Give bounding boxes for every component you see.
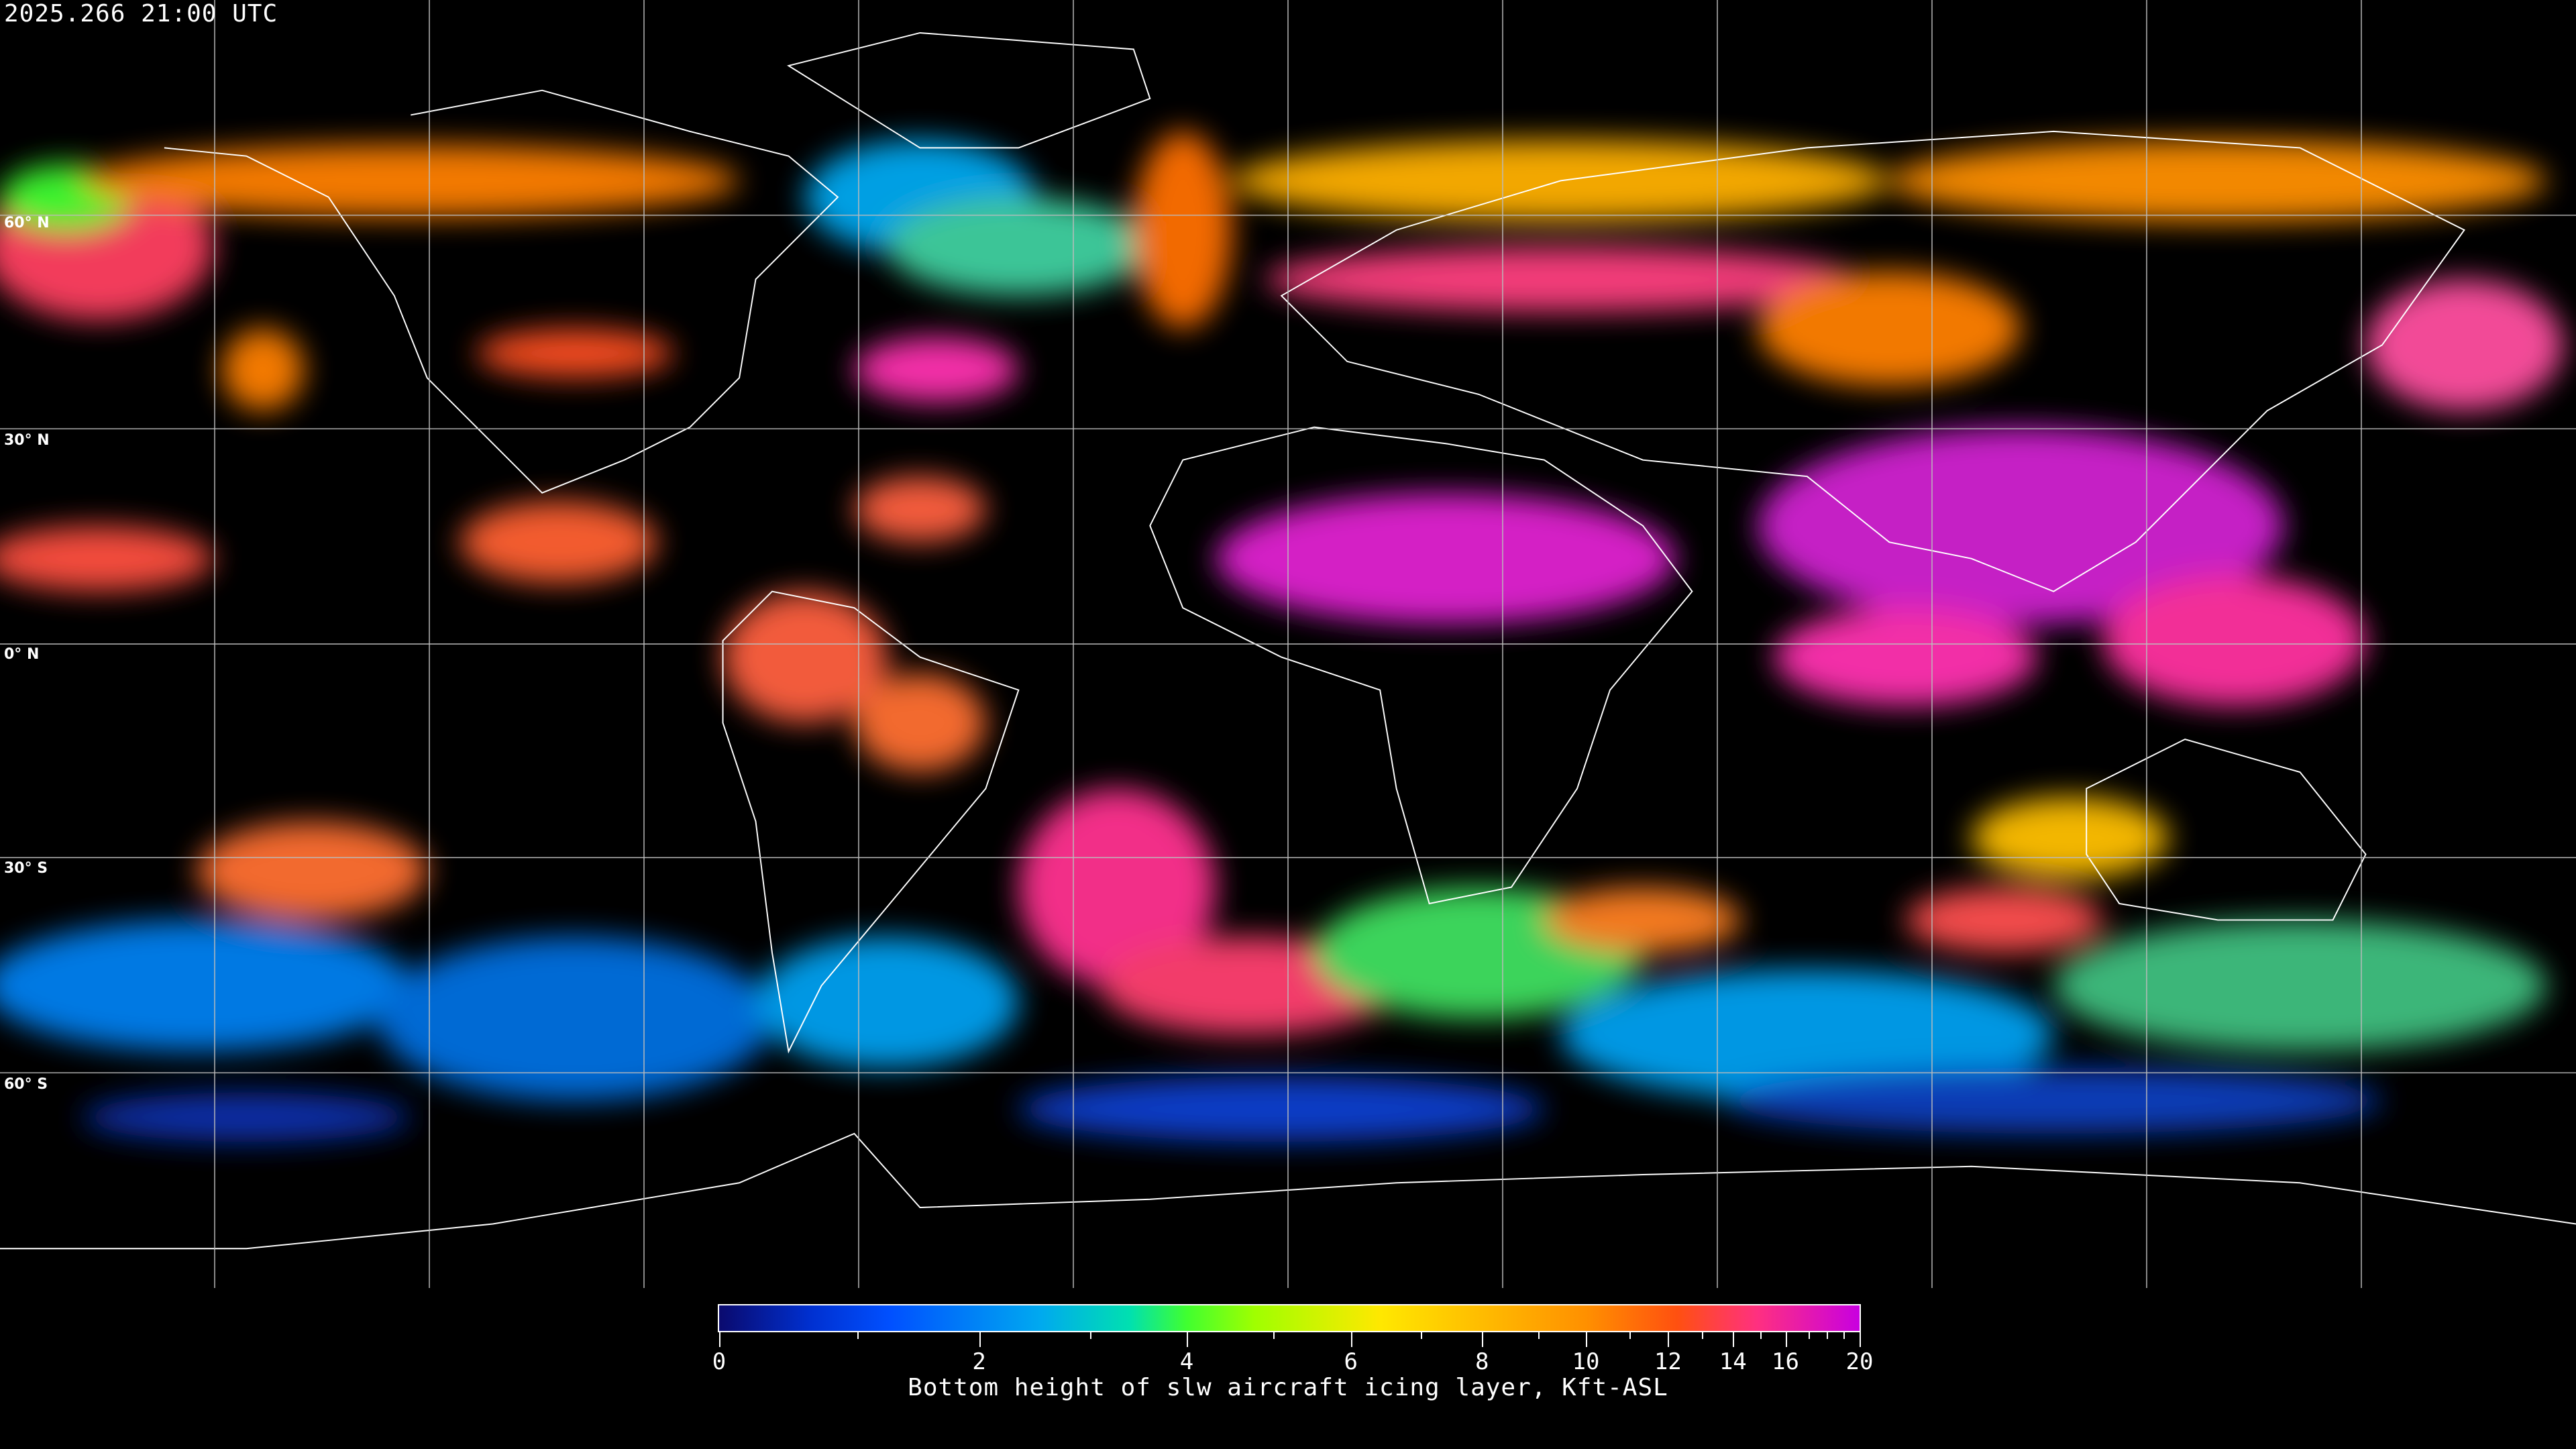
colorbar-tick-label: 2 (972, 1348, 986, 1375)
colorbar-tick-label: 6 (1344, 1348, 1358, 1375)
satellite-icing-map (0, 0, 2576, 1288)
colorbar-major-tick (979, 1332, 981, 1347)
colorbar-tick-label: 4 (1179, 1348, 1194, 1375)
colorbar-minor-tick (1273, 1332, 1275, 1339)
lat-label-30n: 30° N (4, 432, 50, 449)
colorbar-minor-tick (1420, 1332, 1422, 1339)
colorbar-major-tick (1482, 1332, 1484, 1347)
colorbar-tick-label: 20 (1845, 1348, 1874, 1375)
colorbar-minor-tick (1843, 1332, 1845, 1339)
colorbar-minor-tick (1702, 1332, 1704, 1339)
colorbar-tick-label: 8 (1475, 1348, 1489, 1375)
colorbar-minor-tick (1629, 1332, 1631, 1339)
icing-cloud-layer (0, 131, 2563, 1142)
colorbar-minor-tick (1808, 1332, 1810, 1339)
lat-label-60s: 60° S (4, 1076, 48, 1093)
colorbar-minor-tick (1826, 1332, 1828, 1339)
colorbar-major-tick (719, 1332, 720, 1347)
colorbar-major-tick (1785, 1332, 1787, 1347)
coastlines (0, 32, 2576, 1250)
colorbar-tick-label: 14 (1719, 1348, 1747, 1375)
graticule (0, 0, 2576, 1288)
colorbar-ticks: 0 2 4 6 8 10 12 14 16 20 (712, 1332, 1873, 1386)
lat-label-0n: 0° N (4, 646, 40, 663)
colorbar-major-tick (1733, 1332, 1735, 1347)
colorbar-major-tick (1668, 1332, 1670, 1347)
colorbar (718, 1304, 1861, 1332)
colorbar-label: Bottom height of slw aircraft icing laye… (908, 1374, 1668, 1401)
colorbar-minor-tick (1089, 1332, 1091, 1339)
lat-label-60n: 60° N (4, 215, 50, 231)
colorbar-tick-label: 10 (1572, 1348, 1600, 1375)
colorbar-tick-label: 0 (712, 1348, 727, 1375)
colorbar-minor-tick (1538, 1332, 1540, 1339)
colorbar-major-tick (1350, 1332, 1352, 1347)
colorbar-minor-tick (1760, 1332, 1762, 1339)
colorbar-major-tick (1586, 1332, 1587, 1347)
colorbar-major-tick (1860, 1332, 1861, 1347)
colorbar-minor-tick (857, 1332, 859, 1339)
colorbar-major-tick (1187, 1332, 1188, 1347)
colorbar-tick-label: 12 (1654, 1348, 1682, 1375)
lat-label-30s: 30° S (4, 860, 48, 877)
timestamp-label: 2025.266 21:00 UTC (4, 0, 278, 28)
colorbar-tick-label: 16 (1772, 1348, 1799, 1375)
